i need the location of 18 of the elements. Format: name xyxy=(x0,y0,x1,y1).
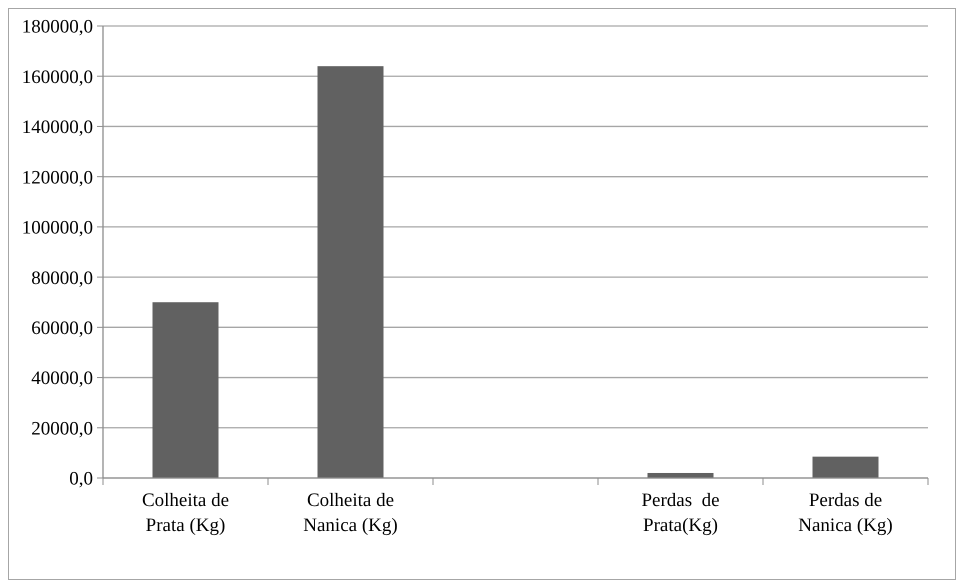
x-tick-label: Colheita de Nanica (Kg) xyxy=(303,490,398,536)
y-tick-label: 80000,0 xyxy=(31,268,93,289)
bar xyxy=(648,472,714,478)
y-tick-label: 120000,0 xyxy=(22,167,93,188)
y-tick-label: 40000,0 xyxy=(31,368,93,390)
bar xyxy=(318,66,384,478)
y-tick-label: 160000,0 xyxy=(22,66,93,88)
y-tick-label: 0,0 xyxy=(69,468,93,490)
x-tick-label: Perdas de Nanica (Kg) xyxy=(798,490,893,536)
y-tick-label: 180000,0 xyxy=(22,16,93,38)
y-tick-label: 100000,0 xyxy=(22,218,93,239)
bar xyxy=(152,302,218,478)
x-tick-label: Colheita de Prata (Kg) xyxy=(142,490,230,536)
y-tick-label: 140000,0 xyxy=(22,117,93,138)
y-tick-label: 20000,0 xyxy=(31,418,93,440)
bar xyxy=(812,456,878,478)
x-tick-label: Perdas de Prata(Kg) xyxy=(641,490,720,536)
y-tick-label: 60000,0 xyxy=(31,318,93,339)
